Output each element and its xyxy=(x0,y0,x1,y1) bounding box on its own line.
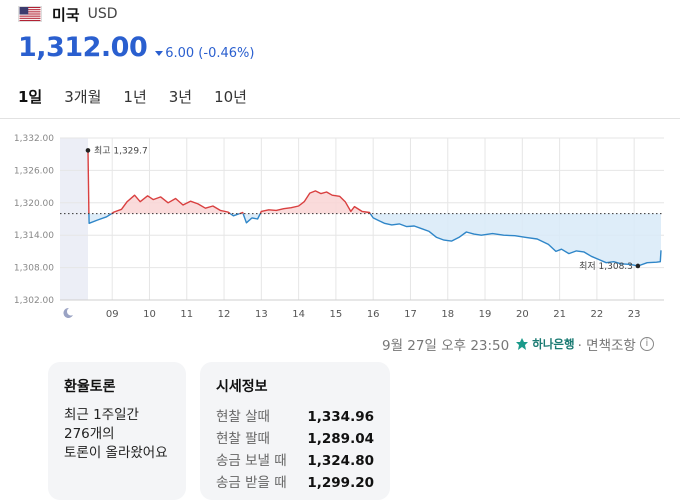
rise-line-segment xyxy=(259,190,371,214)
x-tick-label: 18 xyxy=(441,309,454,320)
rate-value: 1,324.80 xyxy=(307,453,374,469)
rate-value: 1,334.96 xyxy=(307,409,374,425)
fall-area-fill xyxy=(243,213,261,223)
rate-row: 송금 보낼 때 1,324.80 xyxy=(216,450,374,472)
rate-label: 송금 받을 때 xyxy=(216,475,287,491)
x-tick-label: 21 xyxy=(553,309,566,320)
bank-name: 하나은행 xyxy=(532,337,575,351)
currency-code: USD xyxy=(87,6,118,22)
x-tick-label: 22 xyxy=(591,309,604,320)
country-name: 미국 xyxy=(52,5,80,24)
y-tick-label: 1,332.00 xyxy=(14,134,54,144)
rate-info-card: 시세정보 현찰 살때 1,334.96 현찰 팔때 1,289.04 송금 보낼… xyxy=(200,362,390,500)
price-row: 1,312.00 6.00 (-0.46%) xyxy=(18,32,254,63)
rise-line-segment xyxy=(111,194,231,215)
forum-title: 환율토론 xyxy=(64,379,116,395)
x-tick-label: 11 xyxy=(180,309,193,320)
y-tick-label: 1,308.00 xyxy=(14,264,54,274)
hana-bank-logo-icon xyxy=(516,338,529,350)
y-tick-label: 1,314.00 xyxy=(14,231,54,241)
x-tick-label: 14 xyxy=(292,309,305,320)
forum-line-2: 276개의 xyxy=(64,426,115,442)
night-session-shade xyxy=(60,138,88,300)
tab-10years[interactable]: 10년 xyxy=(214,88,247,106)
rise-area-fill xyxy=(260,190,371,214)
rate-label: 송금 보낼 때 xyxy=(216,453,287,469)
x-tick-label: 13 xyxy=(255,309,268,320)
tab-3years[interactable]: 3년 xyxy=(168,88,193,106)
rate-label: 현찰 살때 xyxy=(216,409,270,425)
x-tick-label: 09 xyxy=(106,309,119,320)
moon-icon xyxy=(63,307,73,318)
y-tick-label: 1,326.00 xyxy=(14,166,54,176)
forum-line-3: 토론이 올라왔어요 xyxy=(64,445,168,461)
disclaimer-link[interactable]: · 면책조항 xyxy=(577,338,636,354)
fall-line-segment xyxy=(369,213,662,267)
rise-area-fill xyxy=(111,195,231,214)
price-change: 6.00 (-0.46%) xyxy=(155,46,254,61)
source-info: 9월 27일 오후 23:50 하나은행 · 면책조항 i xyxy=(382,335,654,354)
fall-line-segment xyxy=(242,213,261,224)
x-tick-label: 12 xyxy=(218,309,231,320)
tab-1day[interactable]: 1일 xyxy=(18,88,43,106)
tab-1year[interactable]: 1년 xyxy=(123,88,147,106)
currency-header: 미국 USD xyxy=(18,4,118,24)
fall-area-fill xyxy=(370,213,661,266)
rate-row: 현찰 살때 1,334.96 xyxy=(216,406,374,428)
x-tick-label: 20 xyxy=(516,309,529,320)
fall-line-segment xyxy=(229,212,240,217)
rate-info-title: 시세정보 xyxy=(216,379,268,395)
x-tick-label: 16 xyxy=(367,309,380,320)
x-tick-label: 17 xyxy=(404,309,417,320)
price-change-text: 6.00 (-0.46%) xyxy=(165,46,255,61)
info-icon[interactable]: i xyxy=(639,337,654,351)
forum-line-1: 최근 1주일간 xyxy=(64,407,139,423)
period-tabs: 1일 3개월 1년 3년 10년 xyxy=(18,86,269,111)
forum-card[interactable]: 환율토론 최근 1주일간 276개의 토론이 올라왔어요 xyxy=(48,362,186,500)
update-time: 9월 27일 오후 23:50 xyxy=(382,338,510,354)
rate-row: 현찰 팔때 1,289.04 xyxy=(216,428,374,450)
y-tick-label: 1,302.00 xyxy=(14,296,54,306)
tab-3months[interactable]: 3개월 xyxy=(64,88,102,106)
rate-value: 1,289.04 xyxy=(307,431,374,447)
rate-value: 1,299.20 xyxy=(307,475,374,491)
low-marker xyxy=(635,263,641,269)
fall-line-segment xyxy=(88,213,112,224)
down-arrow-icon xyxy=(155,51,164,56)
current-price: 1,312.00 xyxy=(18,32,148,63)
rise-line-segment xyxy=(87,150,90,214)
tab-divider xyxy=(0,118,680,119)
high-label: 최고 1,329.7 xyxy=(94,145,148,156)
low-label: 최저 1,308.3 xyxy=(579,261,633,272)
rate-label: 현찰 팔때 xyxy=(216,431,270,447)
x-tick-label: 19 xyxy=(479,309,492,320)
rate-row: 송금 받을 때 1,299.20 xyxy=(216,472,374,494)
us-flag-icon xyxy=(18,6,42,22)
exchange-rate-chart[interactable]: 1,332.00 1,326.00 1,320.00 1,314.00 1,308.00… xyxy=(0,120,680,330)
y-tick-label: 1,320.00 xyxy=(14,199,54,209)
x-tick-label: 15 xyxy=(330,309,343,320)
x-tick-label: 10 xyxy=(143,309,156,320)
x-tick-label: 23 xyxy=(628,309,641,320)
high-marker xyxy=(85,148,91,153)
